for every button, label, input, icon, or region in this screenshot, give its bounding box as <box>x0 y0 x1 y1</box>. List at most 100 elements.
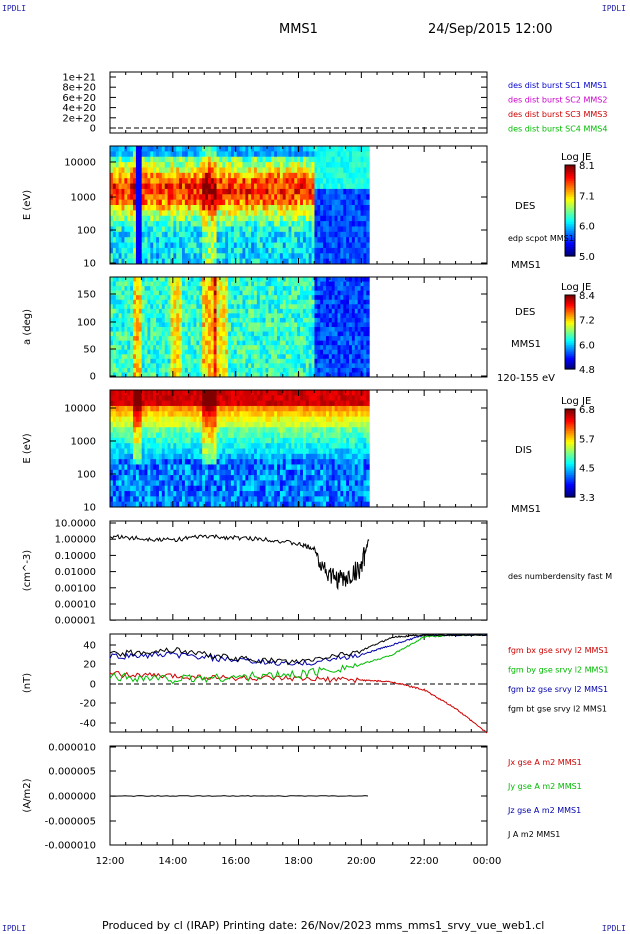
spectrogram-cell <box>130 480 134 487</box>
spectrogram-cell <box>135 167 140 174</box>
colorbar-cell <box>565 328 575 331</box>
spectrogram-cell <box>190 178 195 185</box>
spectrogram-cell <box>219 336 223 342</box>
spectrogram-cell <box>233 322 238 328</box>
spectrogram-cell <box>259 151 264 158</box>
spectrogram-cell <box>351 258 356 265</box>
spectrogram-cell <box>291 331 295 337</box>
spectrogram-cell <box>184 372 189 378</box>
spectrogram-cell <box>216 156 220 163</box>
spectrogram-cell <box>196 286 200 292</box>
spectrogram-cell <box>112 205 117 211</box>
spectrogram-cell <box>182 501 186 508</box>
spectrogram-cell <box>190 281 195 287</box>
spectrogram-cell <box>133 340 137 346</box>
spectrogram-cell <box>351 372 356 378</box>
spectrogram-cell <box>323 162 327 168</box>
spectrogram-cell <box>268 258 272 265</box>
spectrogram-cell <box>138 286 143 292</box>
spectrogram-cell <box>147 453 151 460</box>
spectrogram-cell <box>285 286 290 292</box>
spectrogram-cell <box>158 258 163 265</box>
spectrogram-cell <box>173 156 177 163</box>
spectrogram-cell <box>253 345 258 351</box>
spectrogram-cell <box>176 358 180 364</box>
spectrogram-cell <box>141 475 146 481</box>
spectrogram-cell <box>236 363 241 369</box>
spectrogram-cell <box>207 242 212 249</box>
spectrogram-cell <box>253 210 258 217</box>
spectrogram-cell <box>320 242 324 249</box>
spectrogram-cell <box>133 358 137 364</box>
spectrogram-cell <box>170 491 174 497</box>
spectrogram-cell <box>320 210 324 217</box>
spectrogram-cell <box>182 416 186 423</box>
spectrogram-cell <box>179 480 183 487</box>
spectrogram-cell <box>124 151 128 158</box>
spectrogram-cell <box>144 496 148 503</box>
spectrogram-cell <box>360 183 364 190</box>
spectrogram-cell <box>205 363 209 369</box>
spectrogram-cell <box>156 336 160 342</box>
spectrogram-cell <box>277 221 281 227</box>
spectrogram-cell <box>242 226 246 233</box>
spectrogram-cell <box>158 313 163 319</box>
spectrogram-cell <box>334 237 339 244</box>
spectrogram-cell <box>133 308 137 314</box>
spectrogram-cell <box>184 178 189 185</box>
spectrogram-cell <box>265 194 269 201</box>
spectrogram-cell <box>173 427 177 434</box>
spectrogram-cell <box>285 242 290 249</box>
spectrogram-cell <box>130 485 134 492</box>
spectrogram-cell <box>199 416 203 423</box>
spectrogram-cell <box>153 405 157 412</box>
spectrogram-cell <box>239 221 243 227</box>
spectrogram-cell <box>187 411 192 418</box>
spectrogram-cell <box>363 237 367 244</box>
spectrogram-cell <box>207 354 212 360</box>
spectrogram-cell <box>320 345 324 351</box>
colorbar-tick-label: 7.2 <box>579 316 595 327</box>
spectrogram-cell <box>366 205 370 211</box>
spectrogram-cell <box>216 151 220 158</box>
spectrogram-cell <box>199 345 203 351</box>
spectrogram-cell <box>202 437 206 444</box>
spectrogram-cell <box>150 178 154 185</box>
spectrogram-cell <box>205 210 209 217</box>
spectrogram-cell <box>164 221 169 227</box>
spectrogram-cell <box>305 215 310 222</box>
spectrogram-cell <box>277 295 281 301</box>
spectrogram-cell <box>311 146 315 152</box>
spectrogram-cell <box>268 322 272 328</box>
spectrogram-cell <box>242 286 246 292</box>
spectrogram-cell <box>182 299 186 305</box>
spectrogram-cell <box>308 327 313 333</box>
spectrogram-cell <box>141 210 146 217</box>
spectrogram-cell <box>112 281 117 287</box>
spectrogram-cell <box>110 395 114 402</box>
spectrogram-cell <box>121 151 125 158</box>
spectrogram-cell <box>118 286 123 292</box>
spectrogram-cell <box>179 459 183 465</box>
spectrogram-cell <box>357 162 362 168</box>
spectrogram-cell <box>282 354 287 360</box>
spectrogram-cell <box>182 349 186 355</box>
spectrogram-cell <box>184 395 189 402</box>
spectrogram-cell <box>118 480 123 487</box>
spectrogram-cell <box>199 281 203 287</box>
spectrogram-cell <box>340 205 344 211</box>
spectrogram-cell <box>291 308 295 314</box>
spectrogram-cell <box>291 210 295 217</box>
spectrogram-cell <box>302 317 307 323</box>
spectrogram-cell <box>199 183 203 190</box>
dist-burst-y-tick-label: 8e+20 <box>62 83 96 94</box>
spectrogram-cell <box>176 331 180 337</box>
colorbar-cell <box>565 298 575 302</box>
spectrogram-cell <box>147 290 151 296</box>
spectrogram-cell <box>190 501 195 508</box>
spectrogram-cell <box>133 231 137 238</box>
spectrogram-cell <box>300 286 304 292</box>
spectrogram-cell <box>331 358 336 364</box>
spectrogram-cell <box>291 194 295 201</box>
spectrogram-cell <box>118 496 123 503</box>
